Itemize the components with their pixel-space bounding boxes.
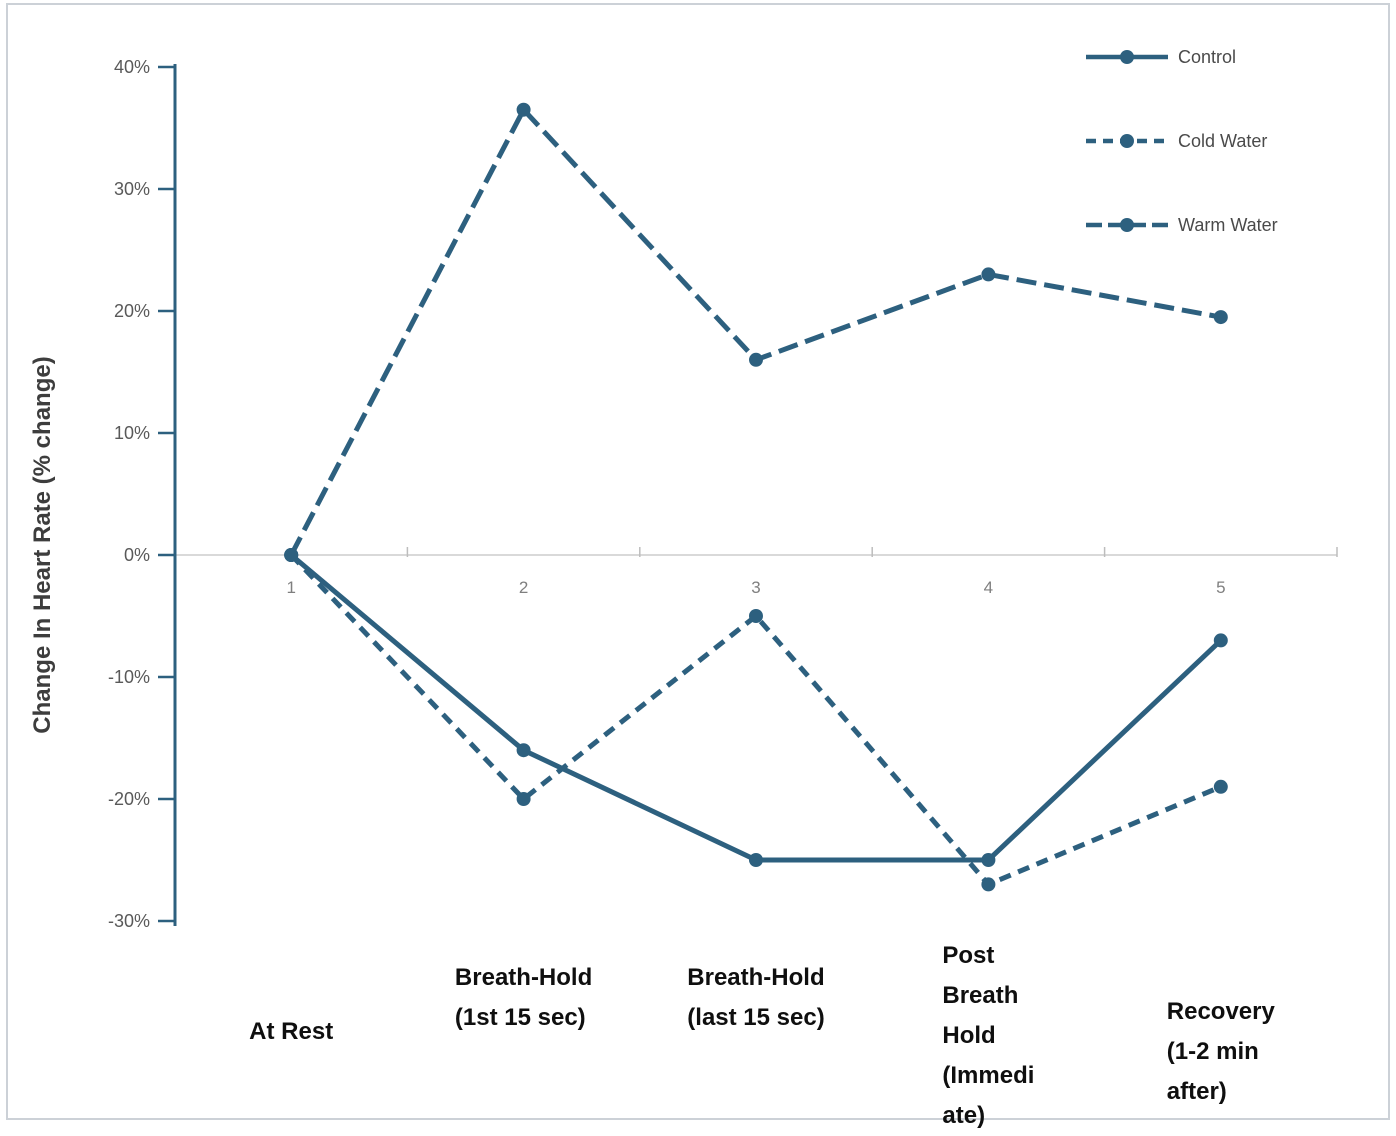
data-point-warm-water-2 xyxy=(516,102,531,117)
series-line-control xyxy=(289,553,1223,863)
legend-label: Warm Water xyxy=(1178,215,1278,235)
data-point-control-3 xyxy=(749,853,763,867)
data-point-cold-water-5 xyxy=(1213,779,1228,794)
series-line-warm-water xyxy=(288,105,1222,557)
legend-label: Control xyxy=(1178,47,1236,67)
x-index-label: 5 xyxy=(1216,578,1225,597)
y-axis-tick-label: -30% xyxy=(108,911,150,931)
legend-item-cold-water: Cold Water xyxy=(1086,131,1267,151)
data-point-cold-water-4 xyxy=(981,877,996,892)
y-axis-tick-label: 30% xyxy=(114,179,150,199)
y-axis-tick-label: 0% xyxy=(124,545,150,565)
y-axis-group: 40% 30% 20% 10% 0% -10% -20% -30% xyxy=(108,57,177,931)
legend-item-warm-water: Warm Water xyxy=(1086,215,1278,235)
data-point-control-1 xyxy=(284,548,299,562)
y-axis-title: Change In Heart Rate (% change) xyxy=(29,356,56,733)
data-point-cold-water-3 xyxy=(749,609,763,623)
x-index-label: 3 xyxy=(751,578,760,597)
series-group xyxy=(284,102,1228,892)
legend-marker xyxy=(1120,50,1134,64)
y-axis-tick-label: 20% xyxy=(114,301,150,321)
chart-frame-border xyxy=(6,3,1390,1120)
x-index-label: 1 xyxy=(286,578,295,597)
y-axis-tick-label: -10% xyxy=(108,667,150,687)
x-index-label: 2 xyxy=(519,578,528,597)
legend: Control Cold Water Warm Water xyxy=(1086,47,1278,235)
data-point-warm-water-5 xyxy=(1213,310,1228,325)
series-line-cold-water xyxy=(289,553,1222,888)
y-axis-tick-label: -20% xyxy=(108,789,150,809)
zero-line-group: 1 2 3 4 5 xyxy=(175,547,1338,597)
x-index-label: 4 xyxy=(984,578,993,597)
data-point-control-4 xyxy=(981,853,996,867)
data-point-control-5 xyxy=(1213,633,1228,648)
legend-marker xyxy=(1120,134,1134,148)
legend-marker xyxy=(1120,218,1134,232)
y-axis-tick-label: 40% xyxy=(114,57,150,77)
legend-item-control: Control xyxy=(1086,47,1236,67)
data-point-warm-water-4 xyxy=(981,267,996,282)
legend-label: Cold Water xyxy=(1178,131,1267,151)
data-point-control-2 xyxy=(516,743,531,758)
y-axis-tick-label: 10% xyxy=(114,423,150,443)
data-point-warm-water-3 xyxy=(749,352,763,367)
data-point-cold-water-2 xyxy=(516,792,531,806)
